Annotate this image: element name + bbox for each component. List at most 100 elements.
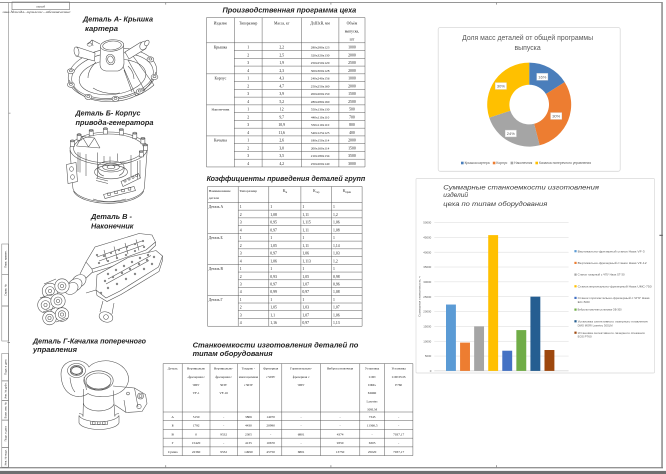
svg-text:-фрезерная с: -фрезерная с (187, 375, 205, 379)
svg-text:1,115: 1,115 (302, 221, 311, 226)
svg-text:250х250х120: 250х250х120 (311, 61, 330, 65)
svg-text:Изделие: Изделие (214, 21, 228, 25)
svg-text:Вертикально-: Вертикально- (214, 367, 233, 371)
svg-text:3500: 3500 (348, 154, 356, 158)
svg-text:Крышка картера: Крышка картера (465, 161, 490, 165)
svg-text:3: 3 (247, 154, 249, 158)
svg-text:1,06: 1,06 (302, 252, 309, 257)
svg-text:1,06: 1,06 (333, 221, 340, 226)
svg-text:440х110х110: 440х110х110 (311, 115, 330, 119)
svg-text:2000: 2000 (348, 69, 356, 73)
svg-text:4: 4 (247, 69, 249, 73)
svg-text:Деталь А: Деталь А (209, 205, 224, 209)
svg-text:7037,17: 7037,17 (393, 450, 404, 455)
svg-text:Инв. № дубл.: Инв. № дубл. (3, 382, 7, 398)
svg-text:выпуска,: выпуска, (345, 29, 359, 34)
svg-text:0,97: 0,97 (270, 228, 277, 233)
svg-text:5,2: 5,2 (279, 100, 284, 105)
svg-text:Деталь Г-Качалка поперечного: Деталь Г-Качалка поперечного (32, 337, 146, 346)
svg-text:4: 4 (247, 162, 249, 166)
svg-text:10670: 10670 (266, 441, 275, 445)
svg-text:фрезерная с: фрезерная с (293, 375, 310, 379)
svg-text:2: 2 (247, 146, 249, 150)
svg-text:изделий: изделий (443, 191, 468, 199)
svg-text:Станкоемкости изготовления дет: Станкоемкости изготовления деталей по (193, 340, 359, 349)
svg-text:0,96: 0,96 (333, 283, 340, 288)
svg-text:ДхШхВ, мм: ДхШхВ, мм (310, 21, 330, 26)
svg-text:1: 1 (240, 205, 242, 209)
svg-text:Деталь Г: Деталь Г (209, 298, 223, 302)
svg-text:VF-16: VF-16 (219, 391, 228, 395)
svg-text:Наконечник: Наконечник (211, 108, 229, 112)
svg-text:0,99: 0,99 (270, 290, 277, 295)
svg-text:30000: 30000 (423, 280, 431, 284)
svg-text:1,05: 1,05 (270, 244, 277, 249)
svg-text:4: 4 (240, 228, 242, 232)
svg-text:Деталь В: Деталь В (209, 267, 224, 271)
svg-text:ЧПУ: ЧПУ (193, 383, 201, 387)
svg-text:Суммарная станкоемкость, ч: Суммарная станкоемкость, ч (418, 276, 422, 317)
svg-text:Станок токарный с ЧПУ Haas ST-: Станок токарный с ЧПУ Haas ST-30 (578, 273, 625, 277)
svg-text:3: 3 (240, 221, 242, 225)
svg-text:Kприв: Kприв (343, 189, 352, 194)
svg-text:20000: 20000 (423, 310, 431, 314)
svg-text:0,98: 0,98 (333, 275, 340, 280)
svg-text:3: 3 (247, 123, 249, 127)
svg-text:550х110х110: 550х110х110 (311, 123, 330, 127)
svg-text:типам оборудования: типам оборудования (193, 349, 274, 358)
svg-text:200х160х114: 200х160х114 (311, 146, 330, 150)
svg-text:Справ. №: Справ. № (3, 284, 7, 296)
svg-text:3806: 3806 (245, 415, 252, 419)
svg-text:Вертикально-фрезерный станок H: Вертикально-фрезерный станок Haas VF-3 (578, 249, 646, 253)
svg-text:4: 4 (247, 131, 249, 135)
svg-text:2: 2 (240, 275, 242, 279)
svg-text:Доля масс деталей от общей про: Доля масс деталей от общей программы (462, 34, 593, 42)
svg-text:Производственная программа цех: Производственная программа цеха (223, 5, 357, 14)
svg-text:1: 1 (247, 108, 249, 112)
svg-text:Вертикально: Вертикально (187, 367, 205, 371)
svg-text:320х320х130: 320х320х130 (311, 53, 330, 57)
svg-text:0,97: 0,97 (270, 252, 277, 257)
svg-text:Kсер: Kсер (313, 189, 320, 194)
svg-text:4,7: 4,7 (279, 84, 284, 89)
svg-text:Типоразмер: Типоразмер (239, 21, 257, 25)
svg-text:Подп. и дата: Подп. и дата (3, 426, 7, 442)
svg-text:А: А (171, 415, 174, 419)
svg-text:-: - (372, 432, 373, 436)
svg-text:16%: 16% (538, 74, 546, 79)
svg-text:2,5: 2,5 (279, 53, 284, 58)
svg-text:Взам. инв. №: Взам. инв. № (3, 402, 7, 418)
svg-text:инв.№подл.-прилож.-обозначение: инв.№подл.-прилож.-обозначение (3, 10, 72, 14)
svg-text:0,97: 0,97 (270, 283, 277, 288)
svg-text:Перв. примен.: Перв. примен. (3, 250, 7, 268)
svg-text:540х125х125: 540х125х125 (311, 131, 330, 135)
svg-text:3: 3 (240, 313, 242, 317)
svg-text:Сумма: Сумма (168, 450, 178, 454)
svg-text:11,6: 11,6 (278, 131, 285, 136)
svg-text:7037,17: 7037,17 (393, 432, 404, 437)
svg-text:Корпус: Корпус (496, 161, 507, 165)
svg-text:-: - (301, 415, 302, 419)
svg-text:0: 0 (430, 369, 432, 373)
svg-text:Деталь Б- Корпус: Деталь Б- Корпус (75, 109, 141, 118)
svg-text:-: - (398, 441, 399, 445)
svg-text:1,9: 1,9 (279, 61, 284, 66)
svg-text:3000: 3000 (348, 162, 356, 166)
svg-text:Виброгалтовочная установка ОВ-: Виброгалтовочная установка ОВ-300 (578, 308, 622, 312)
svg-text:1: 1 (247, 77, 249, 81)
svg-text:280х280х123: 280х280х123 (311, 46, 330, 50)
svg-text:9350: 9350 (337, 441, 344, 445)
svg-text:Lasertec: Lasertec (367, 399, 379, 403)
svg-text:Б: Б (172, 424, 174, 428)
svg-text:1: 1 (333, 298, 335, 302)
svg-text:13750: 13750 (336, 450, 345, 454)
svg-text:MORI: MORI (368, 391, 377, 395)
svg-text:1,05: 1,05 (302, 275, 309, 280)
svg-text:1,07: 1,07 (333, 306, 340, 311)
svg-text:многоцелевая: многоцелевая (239, 375, 259, 379)
svg-text:1: 1 (333, 236, 335, 240)
svg-text:4,3: 4,3 (279, 77, 284, 82)
svg-text:9532: 9532 (220, 450, 227, 454)
svg-text:3: 3 (247, 61, 249, 65)
svg-text:1: 1 (302, 267, 304, 271)
